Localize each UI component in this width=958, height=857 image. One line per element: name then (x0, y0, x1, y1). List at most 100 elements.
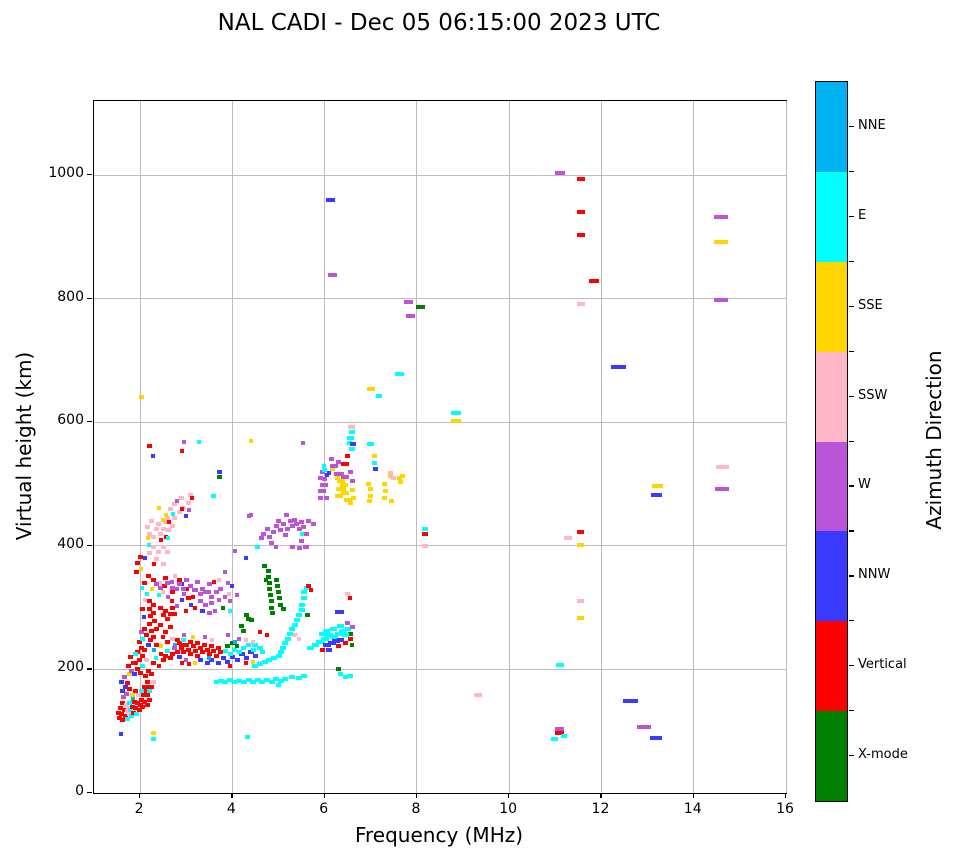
colorbar-boundary-tick (849, 530, 854, 532)
x-tick-label: 16 (776, 801, 794, 817)
data-point-ssw (165, 550, 171, 555)
data-point-vertical (132, 699, 138, 704)
data-point-vertical (244, 661, 249, 666)
data-point-ssw (564, 535, 573, 540)
data-point-nne (151, 647, 156, 652)
y-tick-label: 800 (57, 288, 84, 305)
data-point-e (250, 679, 257, 684)
data-point-w (310, 522, 316, 527)
data-point-vertical (151, 661, 157, 666)
data-point-w (181, 592, 186, 597)
data-point-e (250, 647, 256, 652)
data-point-e (277, 650, 284, 655)
data-point-vertical (174, 637, 180, 642)
data-point-sse (330, 467, 336, 472)
data-point-ssw (345, 592, 351, 597)
data-point-sse (365, 482, 371, 487)
data-point-w (235, 593, 239, 598)
data-point-sse (193, 661, 198, 666)
data-point-vertical (189, 495, 194, 500)
data-point-vertical (576, 209, 585, 214)
data-point-ssw (153, 557, 159, 562)
data-point-sse (577, 615, 585, 620)
data-point-vertical (186, 647, 192, 652)
data-point-nnw (197, 658, 203, 663)
data-point-w (301, 525, 307, 530)
data-point-sse (146, 536, 151, 541)
data-point-w (223, 570, 228, 575)
data-point-x-mode (415, 304, 425, 309)
data-point-sse (149, 587, 154, 592)
data-point-e (140, 664, 146, 669)
data-point-w (714, 214, 729, 219)
data-point-nnw (176, 655, 182, 660)
data-point-vertical (133, 705, 139, 710)
colorbar-boundary-tick (849, 440, 854, 442)
data-point-w (121, 674, 127, 679)
data-point-vertical (149, 684, 155, 689)
data-point-e (140, 585, 145, 590)
data-point-w (246, 514, 251, 519)
data-point-w (181, 587, 187, 592)
data-point-sse (343, 498, 352, 503)
data-point-e (227, 651, 233, 656)
colorbar-label-sse: SSE (858, 297, 883, 313)
data-point-vertical (188, 651, 194, 656)
data-point-e (337, 624, 345, 629)
data-point-e (222, 679, 229, 684)
data-point-nnw (204, 661, 210, 666)
colorbar-label-x-mode: X-mode (858, 747, 908, 763)
data-point-e (316, 639, 325, 644)
x-tick-mark (508, 793, 510, 798)
data-point-vertical (142, 580, 148, 585)
data-point-vertical (158, 537, 163, 542)
colorbar-segment-w (816, 441, 847, 532)
data-point-w (165, 580, 171, 585)
data-point-e (395, 372, 405, 377)
data-point-ssw (577, 598, 585, 603)
data-point-e (289, 674, 296, 679)
data-point-e (266, 658, 273, 663)
data-point-nnw (610, 365, 626, 370)
data-point-vertical (163, 653, 168, 658)
data-point-e (293, 618, 300, 622)
data-point-sse (398, 479, 404, 484)
colorbar-segment-vertical (816, 621, 847, 712)
data-point-e (300, 590, 307, 595)
data-point-ssw (144, 525, 150, 530)
data-point-w (181, 440, 186, 445)
colorbar-tick (849, 125, 854, 128)
data-point-e (171, 511, 176, 516)
x-tick-mark (600, 793, 602, 798)
x-tick-mark (692, 793, 694, 798)
data-point-w (276, 519, 282, 524)
data-point-e (338, 672, 344, 677)
data-point-ssw (135, 693, 141, 698)
data-point-vertical (133, 569, 139, 574)
data-point-x-mode (235, 643, 239, 648)
data-point-e (276, 682, 282, 687)
data-point-w (333, 472, 344, 477)
data-point-vertical (135, 561, 141, 566)
data-point-nnw (145, 642, 151, 647)
data-point-w (317, 489, 323, 494)
data-point-e (334, 631, 343, 636)
data-point-e (371, 461, 377, 466)
colorbar-tick (849, 395, 854, 397)
data-point-vertical (218, 650, 224, 655)
data-point-w (318, 495, 324, 500)
data-point-sse (577, 543, 585, 548)
data-point-vertical (169, 651, 175, 656)
plot-area (93, 100, 787, 794)
x-tick-label: 14 (683, 801, 702, 817)
data-point-w (269, 540, 275, 545)
data-point-nnw (120, 689, 126, 694)
data-point-ssw (146, 531, 152, 536)
data-point-nne (131, 697, 136, 702)
data-point-ssw (151, 534, 157, 539)
data-point-vertical (202, 642, 208, 647)
data-point-e (227, 677, 234, 682)
data-point-e (124, 716, 130, 721)
data-point-ssw (161, 590, 166, 595)
data-point-e (300, 596, 307, 601)
